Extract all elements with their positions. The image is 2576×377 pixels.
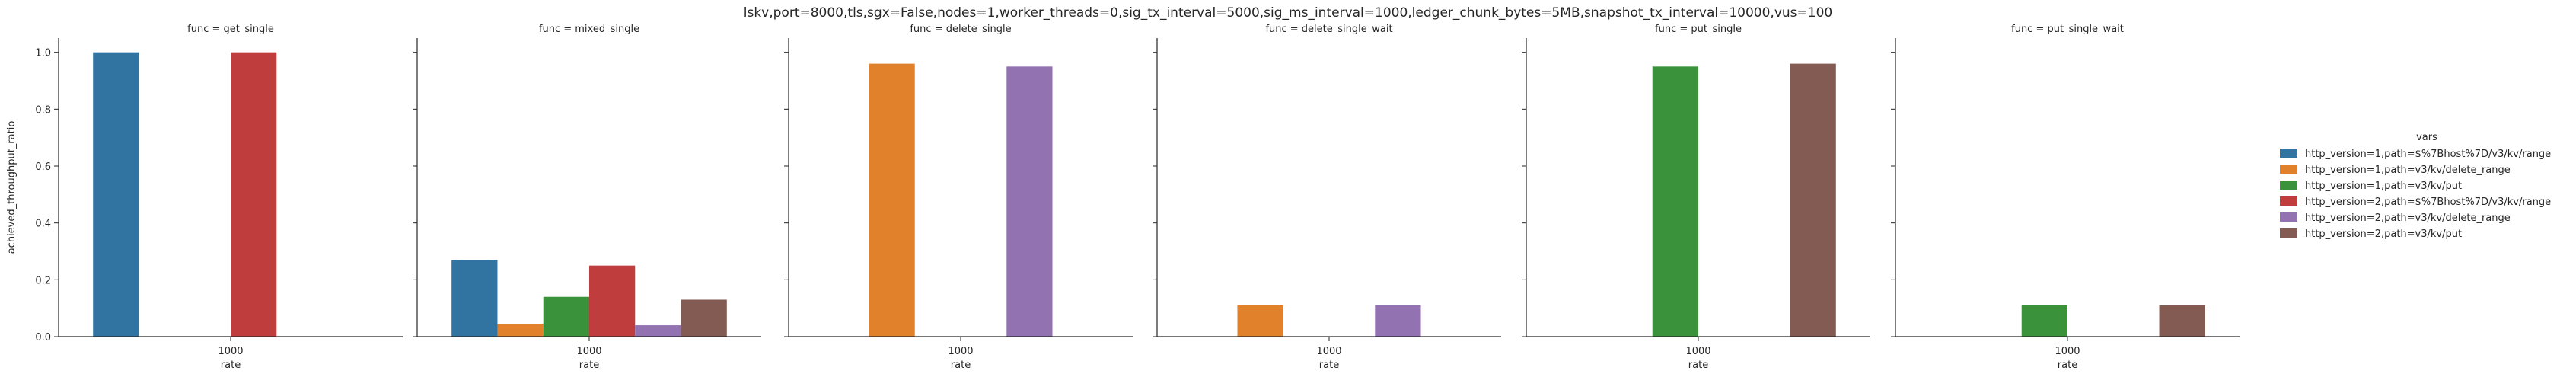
legend-entry-label: http_version=1,path=v3/kv/put [2305, 181, 2462, 192]
legend-swatch [2280, 228, 2297, 238]
bar [681, 299, 727, 337]
panel-title: func = delete_single [910, 24, 1011, 35]
legend-entry-label: http_version=2,path=$%7Bhost%7D/v3/kv/ra… [2305, 196, 2551, 208]
legend-entry-label: http_version=2,path=v3/kv/put [2305, 228, 2462, 240]
bar [451, 260, 498, 337]
bar [869, 63, 915, 337]
bar [497, 324, 544, 337]
legend: vars http_version=1,path=$%7Bhost%7D/v3/k… [2280, 132, 2551, 240]
bar [635, 325, 681, 337]
legend-swatch [2280, 165, 2297, 174]
figure-suptitle: lskv,port=8000,tls,sgx=False,nodes=1,wor… [744, 5, 1832, 21]
x-axis-label: rate [1319, 359, 1339, 371]
legend-swatch [2280, 196, 2297, 206]
panel-title: func = put_single_wait [2011, 24, 2124, 35]
panel-title: func = delete_single_wait [1265, 24, 1392, 35]
bar [1237, 305, 1283, 337]
facet-panel-3: func = delete_single 1000 rate [784, 24, 1133, 371]
x-tick-label: 1000 [218, 346, 243, 357]
y-tick-label: 0.0 [35, 332, 51, 343]
x-tick-label: 1000 [2055, 346, 2080, 357]
legend-swatch [2280, 149, 2297, 158]
facet-panel-2: func = mixed_single 1000 rate [413, 24, 761, 371]
x-tick-label: 1000 [1685, 346, 1710, 357]
y-tick-label: 0.4 [35, 219, 51, 230]
x-axis-label: rate [2058, 359, 2077, 371]
legend-entry-label: http_version=1,path=v3/kv/delete_range [2305, 165, 2511, 176]
y-tick-label: 1.0 [35, 48, 51, 59]
panel-title: func = get_single [187, 24, 274, 35]
bar [589, 265, 636, 337]
x-axis-label: rate [1688, 359, 1708, 371]
panel-title: func = put_single [1655, 24, 1742, 35]
y-tick-label: 0.2 [35, 275, 51, 286]
facet-panel-6: func = put_single_wait 1000 rate [1891, 24, 2240, 371]
y-axis-label: achieved_throughput_ratio [6, 121, 18, 254]
bar [231, 52, 277, 337]
legend-entry-label: http_version=1,path=$%7Bhost%7D/v3/kv/ra… [2305, 149, 2551, 160]
legend-swatch [2280, 212, 2297, 222]
legend-title: vars [2416, 132, 2437, 143]
bar [1006, 66, 1053, 337]
legend-swatch [2280, 181, 2297, 190]
x-axis-label: rate [951, 359, 971, 371]
bar [543, 296, 589, 337]
bar [93, 52, 139, 337]
bar [2159, 305, 2205, 337]
x-tick-label: 1000 [576, 346, 601, 357]
bar [2021, 305, 2067, 337]
x-axis-label: rate [221, 359, 241, 371]
x-axis-label: rate [579, 359, 599, 371]
facet-panel-5: func = put_single 1000 rate [1522, 24, 1870, 371]
facet-panel-1: func = get_single 0.0 0.2 0.4 0.6 0.8 1.0 1000 r… [6, 24, 403, 371]
x-tick-label: 1000 [1316, 346, 1341, 357]
x-tick-label: 1000 [948, 346, 973, 357]
legend-entry-label: http_version=2,path=v3/kv/delete_range [2305, 212, 2511, 224]
bar [1375, 305, 1421, 337]
bar [1652, 66, 1698, 337]
y-tick-label: 0.8 [35, 104, 51, 116]
panel-title: func = mixed_single [539, 24, 639, 35]
bar [1790, 63, 1836, 337]
facet-panels: func = get_single 0.0 0.2 0.4 0.6 0.8 1.0 1000 r… [6, 24, 2240, 371]
y-tick-label: 0.6 [35, 161, 51, 173]
facet-panel-4: func = delete_single_wait 1000 rate [1153, 24, 1501, 371]
